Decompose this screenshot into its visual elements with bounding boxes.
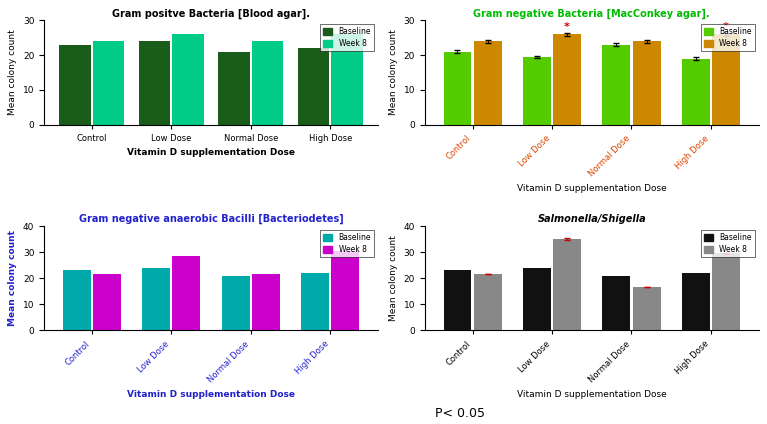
Title: Gram positve Bacteria [Blood agar].: Gram positve Bacteria [Blood agar].	[112, 8, 310, 19]
Bar	[252, 42, 283, 125]
Bar	[443, 52, 472, 125]
Bar	[443, 271, 472, 330]
Bar	[474, 42, 502, 125]
Bar	[298, 48, 330, 125]
Y-axis label: Mean colony count: Mean colony count	[8, 230, 18, 326]
Legend: Baseline, Week 8: Baseline, Week 8	[321, 230, 374, 257]
Legend: Baseline, Week 8: Baseline, Week 8	[321, 24, 374, 51]
Bar	[603, 276, 630, 330]
Bar	[633, 287, 660, 330]
Bar	[59, 45, 91, 125]
X-axis label: Vitamin D supplementation Dose: Vitamin D supplementation Dose	[517, 390, 667, 399]
Bar	[222, 276, 249, 330]
Bar	[603, 45, 630, 125]
Text: P< 0.05: P< 0.05	[435, 407, 486, 420]
Y-axis label: Mean colony count: Mean colony count	[8, 30, 18, 115]
Title: Gram negative anaerobic Bacilli [Bacteriodetes]: Gram negative anaerobic Bacilli [Bacteri…	[79, 214, 344, 224]
Legend: Baseline, Week 8: Baseline, Week 8	[701, 24, 755, 51]
Bar	[93, 42, 124, 125]
Bar	[93, 274, 121, 330]
Bar	[553, 239, 581, 330]
Text: *: *	[723, 22, 729, 32]
Bar	[553, 34, 581, 125]
Bar	[301, 273, 329, 330]
X-axis label: Vitamin D supplementation Dose: Vitamin D supplementation Dose	[127, 390, 295, 399]
Bar	[633, 42, 660, 125]
Bar	[173, 256, 200, 330]
Bar	[474, 274, 502, 330]
X-axis label: Vitamin D supplementation Dose: Vitamin D supplementation Dose	[127, 148, 295, 157]
Text: *: *	[565, 22, 570, 32]
Bar	[252, 274, 280, 330]
Bar	[139, 42, 170, 125]
Y-axis label: Mean colony count: Mean colony count	[389, 30, 398, 115]
Bar	[142, 268, 170, 330]
Bar	[713, 34, 740, 125]
Legend: Baseline, Week 8: Baseline, Week 8	[701, 230, 755, 257]
Bar	[331, 34, 363, 125]
Bar	[682, 273, 709, 330]
Title: Salmonella/Shigella: Salmonella/Shigella	[538, 214, 646, 224]
Bar	[523, 57, 551, 125]
Bar	[218, 52, 250, 125]
Title: Gram negative Bacteria [MacConkey agar].: Gram negative Bacteria [MacConkey agar].	[473, 8, 710, 19]
Bar	[172, 34, 204, 125]
Bar	[523, 268, 551, 330]
X-axis label: Vitamin D supplementation Dose: Vitamin D supplementation Dose	[517, 184, 667, 193]
Bar	[63, 271, 91, 330]
Bar	[713, 254, 740, 330]
Bar	[682, 59, 709, 125]
Bar	[331, 251, 359, 330]
Y-axis label: Mean colony count: Mean colony count	[389, 235, 398, 321]
